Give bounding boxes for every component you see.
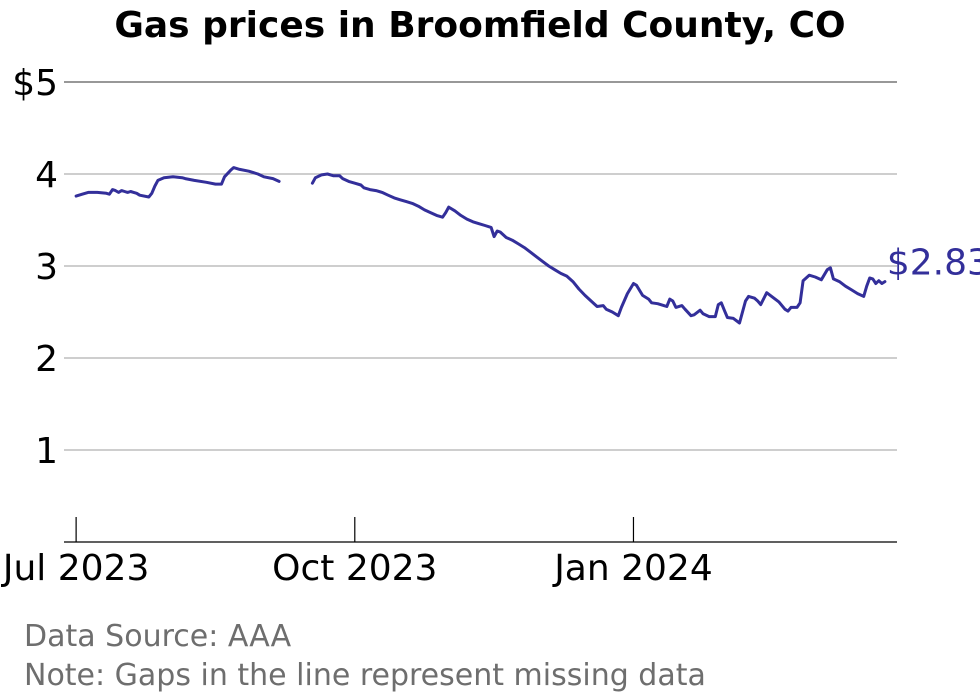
data-source-note: Data Source: AAA [24,619,292,654]
chart-title: Gas prices in Broomfield County, CO [114,5,845,46]
price-series [74,166,887,325]
y-tick-label: 1 [35,431,58,472]
y-tick-label: $5 [12,63,58,104]
x-axis-ticks: Jul 2023 Oct 2023 Jan 2024 [1,517,713,589]
x-tick-label: Jul 2023 [1,548,150,589]
latest-price-label: $2.83 [887,243,980,284]
missing-data-note: Note: Gaps in the line represent missing… [24,658,706,693]
y-axis-tick-labels: $5 4 3 2 1 [12,63,58,472]
price-line-segment-2 [310,172,887,325]
x-tick-label: Oct 2023 [272,548,437,589]
price-line-segment-1 [74,166,281,199]
x-tick-label: Jan 2024 [552,548,713,589]
y-tick-label: 3 [35,247,58,288]
gridlines [64,81,897,451]
y-tick-label: 2 [35,339,58,380]
y-tick-label: 4 [35,155,58,196]
